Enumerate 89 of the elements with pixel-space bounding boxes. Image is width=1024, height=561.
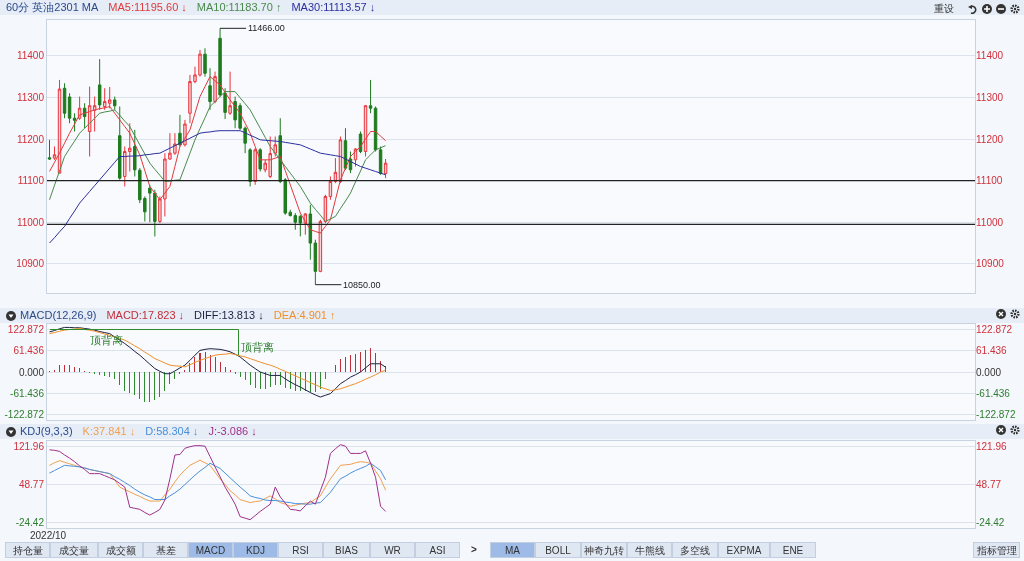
y-tick-label: 10900 [16, 258, 45, 270]
text: D:58.304 ↓ [145, 424, 199, 439]
candlestick [118, 106, 122, 181]
candlestick [248, 147, 252, 187]
candlestick [383, 158, 388, 179]
annotation: 11466.00 [248, 23, 285, 33]
y-tick-label: 121.96 [13, 441, 45, 453]
text: 持仓量 [5, 542, 50, 558]
y2-tick-label: 11000 [976, 216, 1004, 228]
y-tick-label: 0.000 [18, 366, 45, 378]
y2-tick-label: -122.872 [976, 408, 1016, 420]
text: MA [490, 542, 535, 558]
text: ASI [415, 542, 460, 558]
text: KDJ [233, 542, 278, 558]
text: K:37.841 ↓ [82, 424, 136, 439]
text: 基差 [143, 542, 188, 558]
y-tick-label: 11400 [16, 50, 45, 62]
y-tick-label: 48.77 [18, 479, 45, 491]
text: MACD [188, 542, 233, 558]
text: DEA:4.901 ↑ [273, 308, 336, 323]
text: ENE [770, 542, 816, 558]
candlestick [218, 27, 222, 98]
candlestick [62, 82, 67, 119]
y2-tick-label: -24.42 [976, 517, 1005, 529]
text: EXPMA [718, 542, 770, 558]
y2-tick-label: 61.436 [976, 345, 1008, 357]
y2-tick-label: 11100 [976, 175, 1003, 187]
y2-tick-label: 11300 [976, 91, 1004, 103]
y-tick-label: 11200 [16, 133, 45, 145]
text: > [470, 543, 478, 557]
chart-title: 60分 英油2301 MA [6, 0, 99, 15]
text: 成交额 [98, 542, 143, 558]
line-series [49, 91, 387, 222]
series-label: J:-3.086 ↓ [208, 424, 257, 439]
y2-tick-label: 11400 [976, 50, 1004, 62]
candlestick [208, 67, 212, 111]
candlestick [107, 86, 112, 109]
text: MA5:11195.60 ↓ [108, 0, 187, 15]
chart-title: MACD(12,26,9) [20, 308, 97, 323]
candlestick [67, 92, 72, 124]
y2-tick-label: 121.96 [976, 441, 1008, 453]
candlestick [133, 129, 137, 177]
y2-tick-label: 122.872 [976, 324, 1013, 336]
text: WR [370, 542, 415, 558]
text: 2022/10 [30, 530, 67, 541]
y2-tick-label: 48.77 [976, 479, 1002, 491]
text: 成交量 [50, 542, 98, 558]
y-tick-label: 122.872 [7, 324, 45, 336]
candlestick [47, 139, 52, 161]
candlestick [368, 79, 373, 114]
y-tick-label: 11100 [17, 175, 45, 187]
text: 多空线 [672, 542, 718, 558]
y2-tick-label: 11200 [976, 133, 1004, 145]
y-tick-label: 61.436 [13, 345, 45, 357]
chart-title: KDJ(9,3,3) [20, 424, 73, 439]
y-tick-label: -61.436 [10, 387, 45, 399]
text: DIFF:13.813 ↓ [194, 308, 264, 323]
candlestick [97, 58, 102, 111]
annotation: 10850.00 [343, 280, 381, 290]
y-tick-label: -24.42 [15, 517, 45, 529]
candlestick [82, 102, 87, 129]
text: 神奇九转 [581, 542, 627, 558]
text: 指标管理 [973, 542, 1020, 558]
y2-tick-label: 0.000 [976, 366, 1002, 378]
candlestick [72, 112, 77, 133]
text: MA30:11113.57 ↓ [291, 0, 376, 15]
y2-tick-label: 10900 [976, 258, 1005, 270]
line-series [49, 444, 387, 521]
text: 牛熊线 [627, 542, 672, 558]
candlestick [253, 147, 257, 186]
line-series [49, 130, 387, 244]
candlestick [203, 47, 207, 78]
candlestick [328, 175, 333, 201]
y-tick-label: -122.872 [4, 408, 45, 420]
y2-tick-label: -61.436 [976, 387, 1011, 399]
candlestick [223, 87, 227, 120]
text: BIAS [323, 542, 370, 558]
y-tick-label: 11000 [16, 216, 45, 228]
text: 重设 [934, 2, 954, 16]
text: BOLL [535, 542, 581, 558]
text: MA10:11183.70 ↑ [196, 0, 282, 15]
annotation: 顶背离 [241, 340, 274, 355]
candlestick [178, 114, 182, 148]
text: RSI [278, 542, 323, 558]
candlestick [112, 96, 117, 111]
y-tick-label: 11300 [16, 91, 45, 103]
candlestick [52, 146, 57, 161]
candlestick [333, 157, 338, 184]
text: MACD:17.823 ↓ [106, 308, 185, 323]
